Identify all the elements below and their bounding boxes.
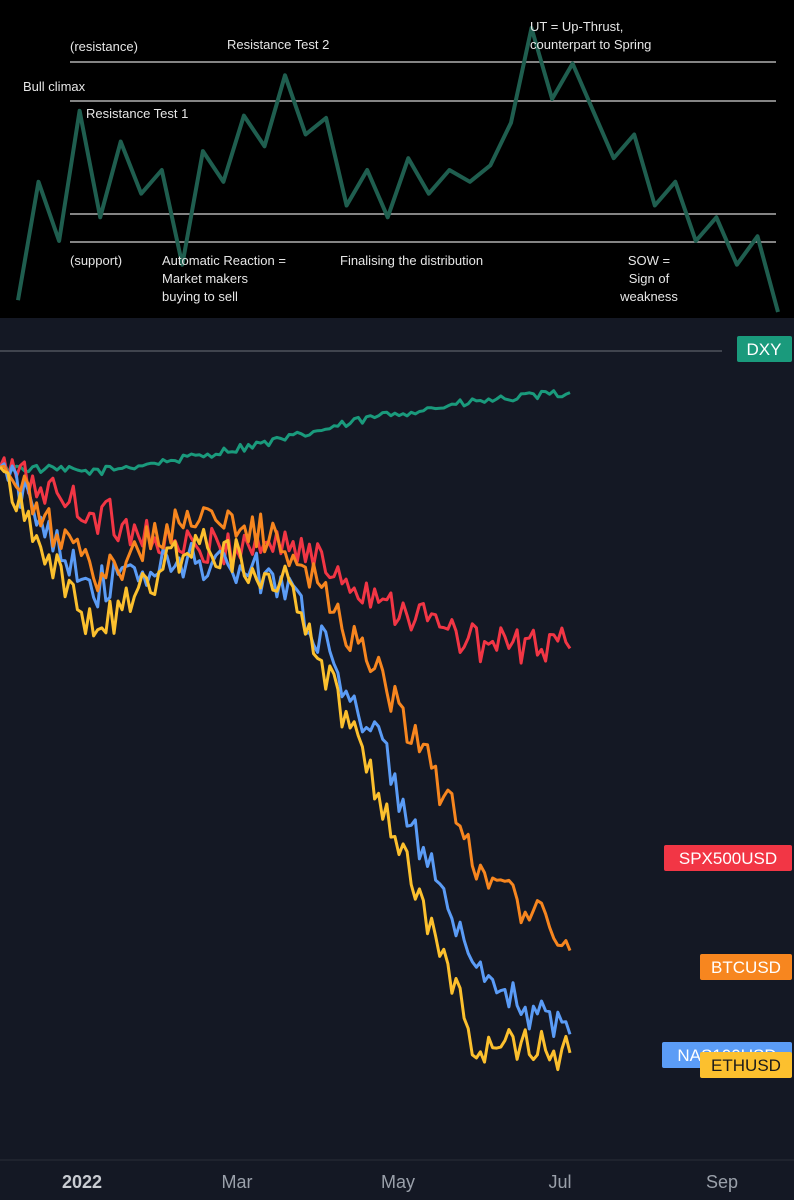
tag-spx-bg: [664, 845, 792, 871]
x-axis-year: 2022: [62, 1172, 102, 1192]
x-axis-month-jul: Jul: [548, 1172, 571, 1192]
multi-asset-chart: DXY SPX500USD BTCUSD NAS100USD ETHUSD 20…: [0, 318, 794, 1200]
tag-btc-bg: [700, 954, 792, 980]
chart-background: [0, 318, 794, 1200]
tag-eth-bg: [700, 1052, 792, 1078]
series-group: [0, 389, 572, 1072]
series-line-btcusd: [0, 464, 572, 952]
tag-spx[interactable]: SPX500USD: [664, 845, 792, 871]
series-line-nas100usd: [0, 462, 572, 1038]
label-sow-line1: SOW =: [628, 253, 670, 268]
label-ar-line3: buying to sell: [162, 289, 238, 304]
wyckoff-diagram: (resistance) Bull climax Resistance Test…: [0, 0, 794, 318]
label-resistance: (resistance): [70, 39, 138, 54]
wyckoff-price-path: [16, 26, 780, 313]
x-axis-month-sep: Sep: [706, 1172, 738, 1192]
label-ar-line1: Automatic Reaction =: [162, 253, 286, 268]
tag-eth[interactable]: ETHUSD: [700, 1052, 792, 1078]
tag-spx-label: SPX500USD: [679, 849, 777, 868]
x-axis-month-may: May: [381, 1172, 415, 1192]
tag-eth-label: ETHUSD: [711, 1056, 781, 1075]
tag-dxy[interactable]: DXY: [737, 336, 792, 362]
label-resistance-test-1: Resistance Test 1: [86, 106, 188, 121]
label-sow-line3: weakness: [619, 289, 678, 304]
tag-btc-label: BTCUSD: [711, 958, 781, 977]
x-axis-month-mar: Mar: [222, 1172, 253, 1192]
label-ut-line2: counterpart to Spring: [530, 37, 651, 52]
tag-dxy-label: DXY: [747, 340, 782, 359]
series-line-dxy: [0, 389, 571, 477]
label-ar-line2: Market makers: [162, 271, 248, 286]
label-support: (support): [70, 253, 122, 268]
label-ut-line1: UT = Up-Thrust,: [530, 19, 623, 34]
tag-btc[interactable]: BTCUSD: [700, 954, 792, 980]
top-panel-background: [0, 0, 794, 318]
tag-dxy-bg: [737, 336, 792, 362]
label-bull-climax: Bull climax: [23, 79, 86, 94]
series-line-spx500usd: [0, 456, 572, 665]
label-sow-line2: Sign of: [629, 271, 670, 286]
series-line-ethusd: [0, 466, 572, 1072]
label-resistance-test-2: Resistance Test 2: [227, 37, 329, 52]
label-finalising: Finalising the distribution: [340, 253, 483, 268]
